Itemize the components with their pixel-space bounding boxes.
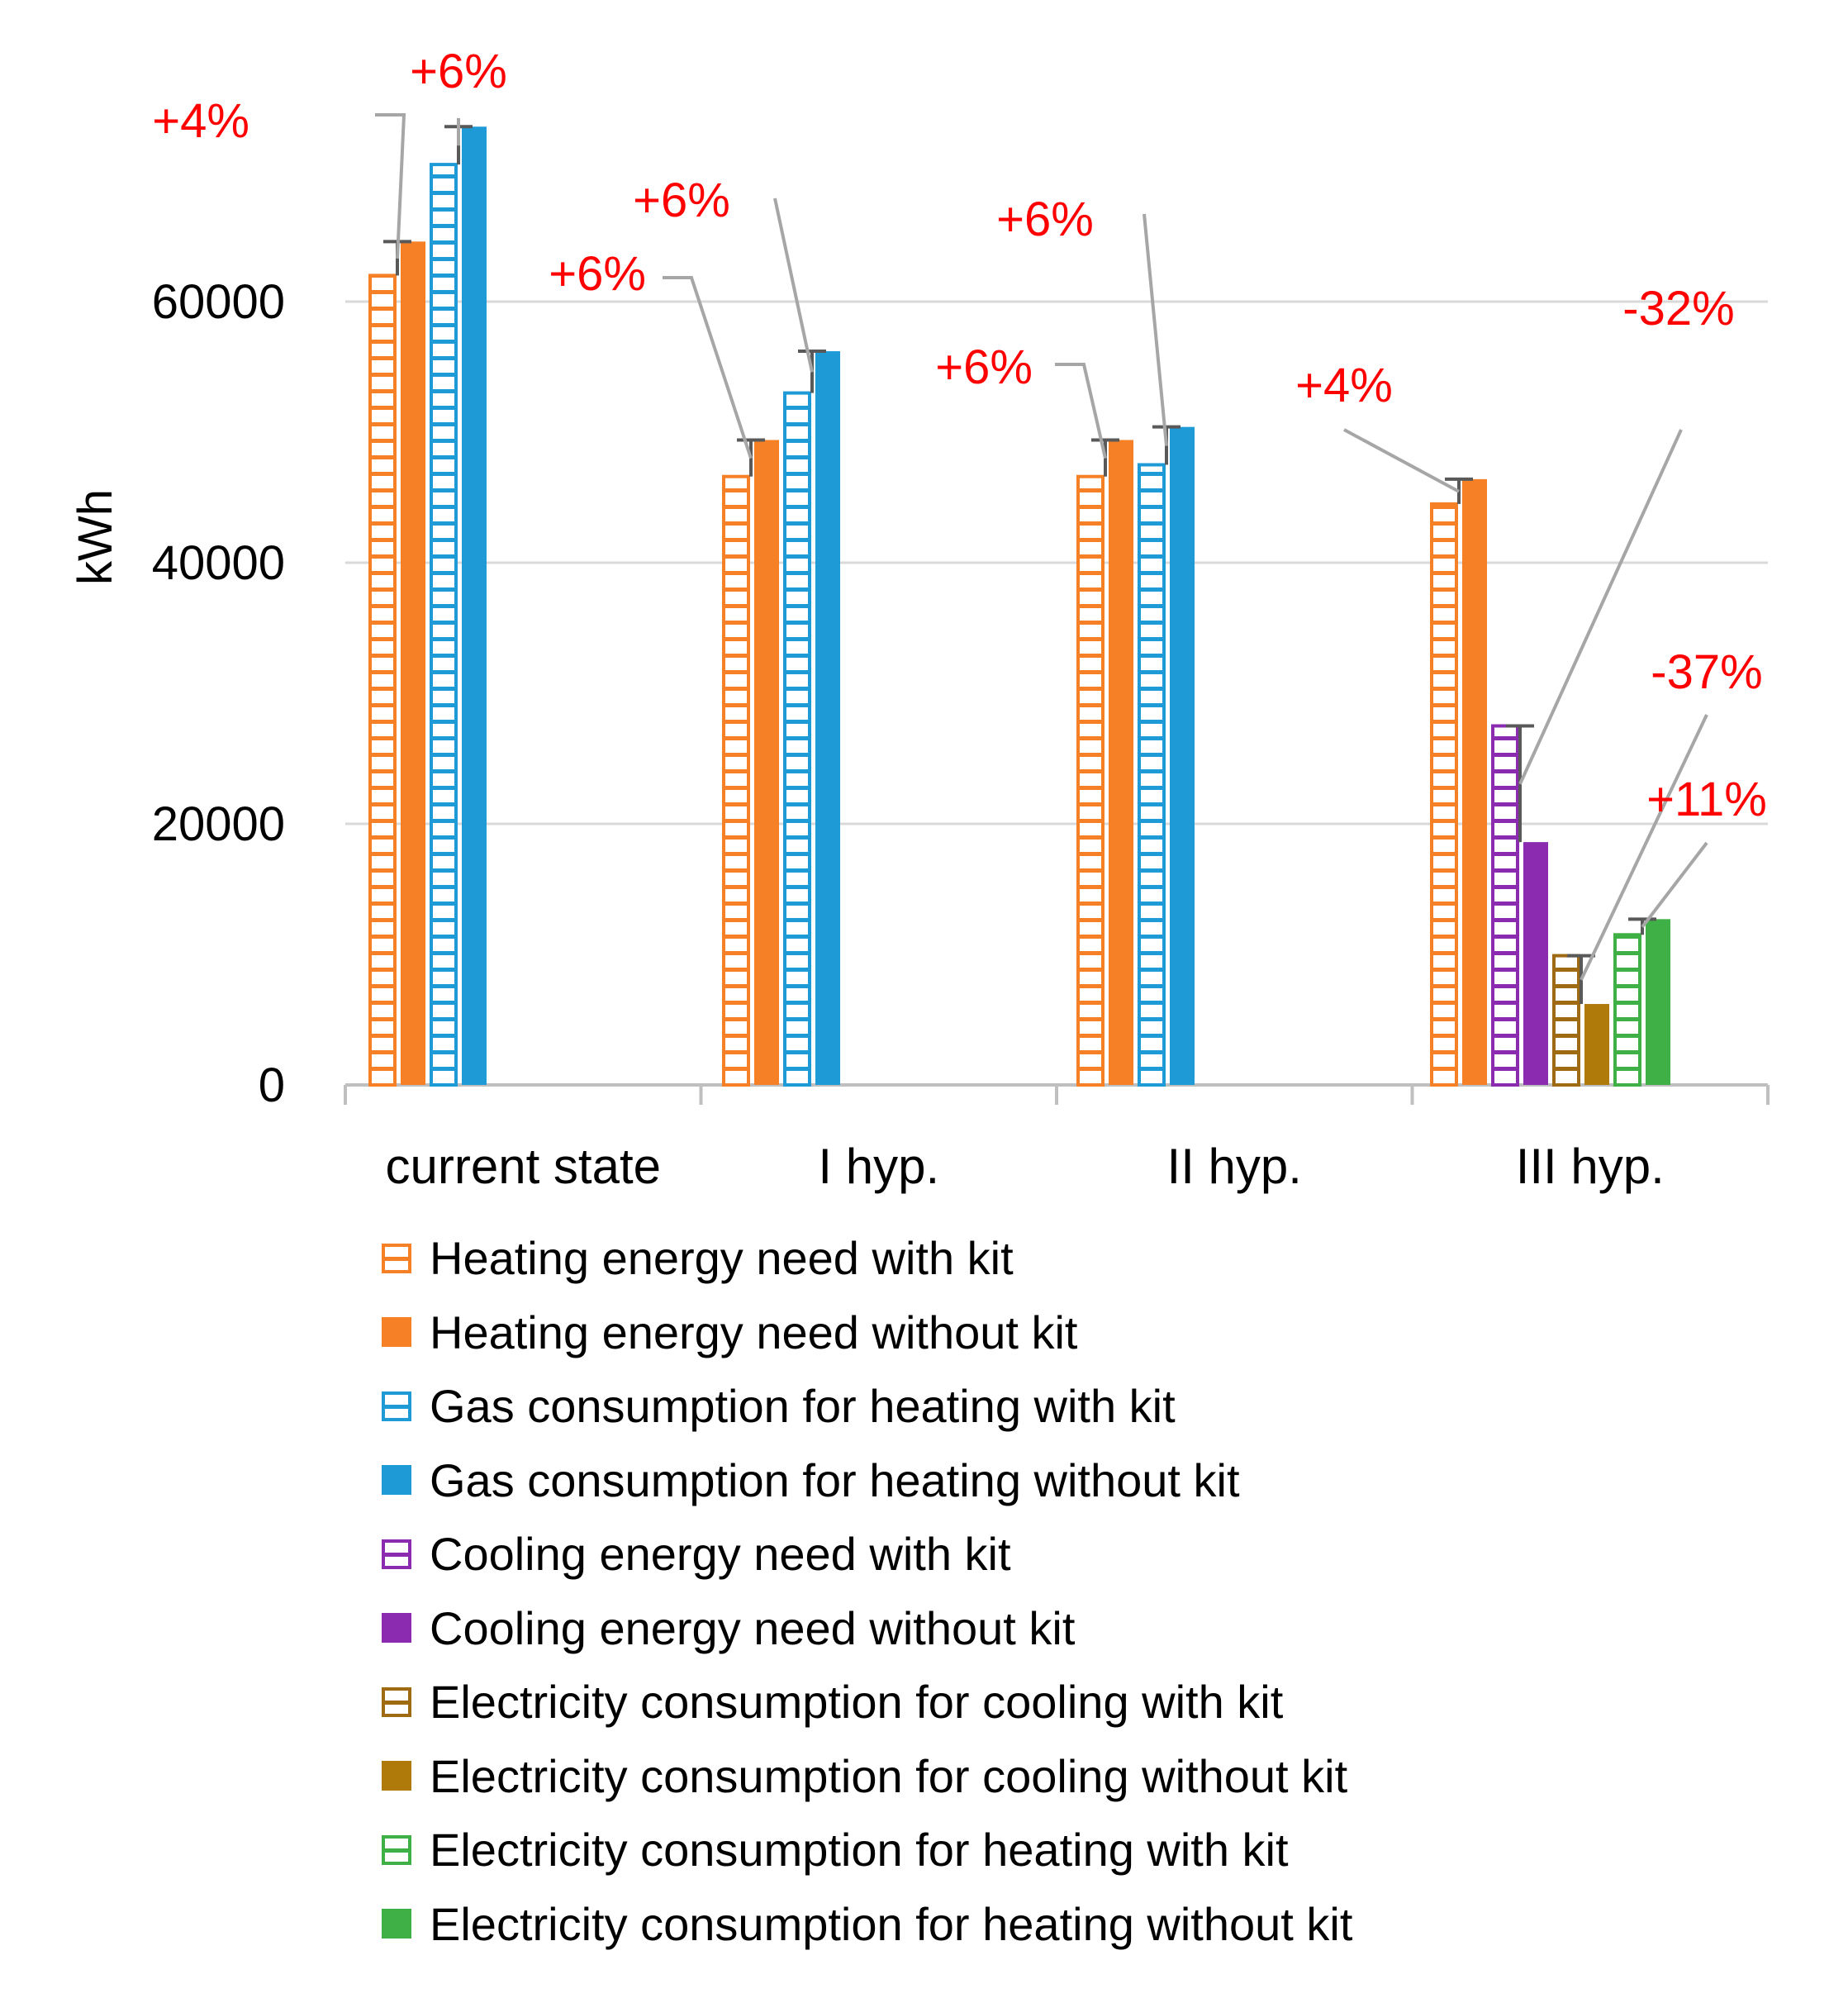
- annotation-3-label: +6%: [549, 247, 646, 301]
- annotation-leaders: [375, 113, 1708, 1005]
- bar-electricity-consumption-for-cooling-with-kit-iii-hyp: [1552, 954, 1580, 1087]
- y-tick-label-0: 0: [259, 1058, 285, 1112]
- annotation-8-leader-line: [1518, 429, 1683, 785]
- legend-swatch-cooling-energy-need-with-kit: [382, 1539, 411, 1569]
- legend-swatch-heating-energy-need-without-kit: [382, 1317, 411, 1348]
- bar-heating-energy-need-without-kit-iii-hyp: [1462, 478, 1487, 1085]
- legend-item-cooling-energy-need-with-kit: Cooling energy need with kit: [382, 1517, 1352, 1591]
- legend-label-electricity-consumption-for-heating-without-kit: Electricity consumption for heating with…: [430, 1897, 1353, 1950]
- annotation-7-leader-line: [1343, 428, 1460, 493]
- y-axis-title: kWh: [69, 489, 122, 585]
- annotation-7-label: +4%: [1295, 359, 1393, 412]
- bar-heating-energy-need-without-kit-current-state: [401, 241, 425, 1085]
- legend-swatch-electricity-consumption-for-heating-without-kit: [382, 1909, 411, 1939]
- legend-swatch-heating-energy-need-with-kit: [382, 1243, 411, 1273]
- legend: Heating energy need with kit Heating ener…: [382, 1221, 1352, 1961]
- bar-cooling-energy-need-without-kit-iii-hyp: [1523, 842, 1548, 1085]
- annotation-9-label: -37%: [1651, 645, 1762, 699]
- legend-item-electricity-consumption-for-cooling-without-kit: Electricity consumption for cooling with…: [382, 1739, 1352, 1814]
- bar-electricity-consumption-for-heating-with-kit-iii-hyp: [1613, 933, 1641, 1087]
- axes: [344, 1083, 1770, 1105]
- legend-label-electricity-consumption-for-cooling-with-kit: Electricity consumption for cooling with…: [430, 1676, 1284, 1729]
- legend-label-gas-consumption-for-heating-without-kit: Gas consumption for heating without kit: [430, 1453, 1240, 1506]
- bar-gas-consumption-for-heating-with-kit-ii-hyp: [1138, 463, 1166, 1087]
- annotation-9-leader-line: [1580, 714, 1708, 981]
- legend-item-cooling-energy-need-without-kit: Cooling energy need without kit: [382, 1591, 1352, 1666]
- bar-electricity-consumption-for-cooling-without-kit-iii-hyp: [1584, 1004, 1609, 1085]
- legend-label-cooling-energy-need-with-kit: Cooling energy need with kit: [430, 1528, 1011, 1581]
- annotation-1-label: +4%: [152, 94, 249, 148]
- legend-label-gas-consumption-for-heating-with-kit: Gas consumption for heating with kit: [430, 1380, 1176, 1433]
- bar-heating-energy-need-without-kit-i-hyp: [754, 440, 779, 1085]
- annotation-10-leader-line: [1641, 841, 1708, 929]
- category-label-iii-hyp: III hyp.: [1516, 1139, 1665, 1194]
- bar-gas-consumption-for-heating-without-kit-ii-hyp: [1170, 426, 1195, 1085]
- annotation-4-label: +6%: [633, 174, 730, 227]
- bar-heating-energy-need-with-kit-ii-hyp: [1076, 474, 1105, 1087]
- annotation-3-leader-line: [663, 276, 753, 459]
- legend-item-heating-energy-need-without-kit: Heating energy need without kit: [382, 1296, 1352, 1370]
- bar-heating-energy-need-with-kit-iii-hyp: [1430, 502, 1458, 1087]
- annotation-10-label: +11%: [1646, 773, 1767, 826]
- bar-heating-energy-need-with-kit-i-hyp: [722, 474, 750, 1087]
- legend-label-cooling-energy-need-without-kit: Cooling energy need without kit: [430, 1601, 1076, 1654]
- bar-electricity-consumption-for-heating-without-kit-iii-hyp: [1646, 919, 1670, 1085]
- legend-swatch-cooling-energy-need-without-kit: [382, 1613, 411, 1644]
- labels: 0 20000 40000 60000 current state I hyp. II hy…: [69, 45, 1767, 1194]
- bar-gas-consumption-for-heating-with-kit-i-hyp: [783, 391, 811, 1087]
- y-tick-label-40000: 40000: [152, 536, 285, 590]
- bar-gas-consumption-for-heating-without-kit-current-state: [462, 126, 487, 1085]
- annotation-6-label: +6%: [996, 193, 1094, 246]
- legend-item-electricity-consumption-for-heating-with-kit: Electricity consumption for heating with…: [382, 1813, 1352, 1887]
- annotation-8-label: -32%: [1622, 282, 1734, 335]
- legend-swatch-gas-consumption-for-heating-without-kit: [382, 1465, 411, 1496]
- annotation-2-label: +6%: [410, 45, 507, 98]
- annotation-5-label: +6%: [935, 340, 1033, 394]
- annotation-6-leader-line: [1143, 213, 1168, 446]
- legend-item-gas-consumption-for-heating-with-kit: Gas consumption for heating with kit: [382, 1369, 1352, 1444]
- bar-heating-energy-need-without-kit-ii-hyp: [1109, 440, 1133, 1085]
- legend-swatch-electricity-consumption-for-heating-with-kit: [382, 1834, 411, 1865]
- annotation-1-leader-line: [375, 113, 406, 259]
- legend-item-electricity-consumption-for-heating-without-kit: Electricity consumption for heating with…: [382, 1887, 1352, 1962]
- category-label-ii-hyp: II hyp.: [1167, 1139, 1302, 1194]
- bar-gas-consumption-for-heating-with-kit-current-state: [430, 163, 458, 1087]
- gridlines: [345, 300, 1768, 825]
- annotation-4-leader-line: [773, 197, 814, 373]
- legend-item-heating-energy-need-with-kit: Heating energy need with kit: [382, 1221, 1352, 1296]
- legend-label-electricity-consumption-for-cooling-without-kit: Electricity consumption for cooling with…: [430, 1749, 1348, 1802]
- bar-chart: 0 20000 40000 60000 current state I hyp. II hy…: [69, 45, 1770, 1194]
- y-tick-label-20000: 20000: [152, 797, 285, 851]
- bars: [368, 126, 1670, 1087]
- legend-item-gas-consumption-for-heating-without-kit: Gas consumption for heating without kit: [382, 1444, 1352, 1518]
- legend-label-heating-energy-need-with-kit: Heating energy need with kit: [430, 1232, 1014, 1285]
- legend-label-heating-energy-need-without-kit: Heating energy need without kit: [430, 1306, 1078, 1358]
- category-label-i-hyp: I hyp.: [818, 1139, 939, 1194]
- category-label-current-state: current state: [386, 1139, 662, 1194]
- bar-cooling-energy-need-with-kit-iii-hyp: [1491, 724, 1519, 1087]
- legend-label-electricity-consumption-for-heating-with-kit: Electricity consumption for heating with…: [430, 1824, 1289, 1877]
- legend-swatch-electricity-consumption-for-cooling-with-kit: [382, 1686, 411, 1717]
- legend-swatch-electricity-consumption-for-cooling-without-kit: [382, 1761, 411, 1791]
- bar-heating-energy-need-with-kit-current-state: [368, 274, 397, 1087]
- legend-swatch-gas-consumption-for-heating-with-kit: [382, 1391, 411, 1421]
- y-tick-label-60000: 60000: [152, 275, 285, 329]
- legend-item-electricity-consumption-for-cooling-with-kit: Electricity consumption for cooling with…: [382, 1665, 1352, 1739]
- annotation-5-leader-line: [1055, 363, 1107, 459]
- bar-gas-consumption-for-heating-without-kit-i-hyp: [815, 351, 840, 1085]
